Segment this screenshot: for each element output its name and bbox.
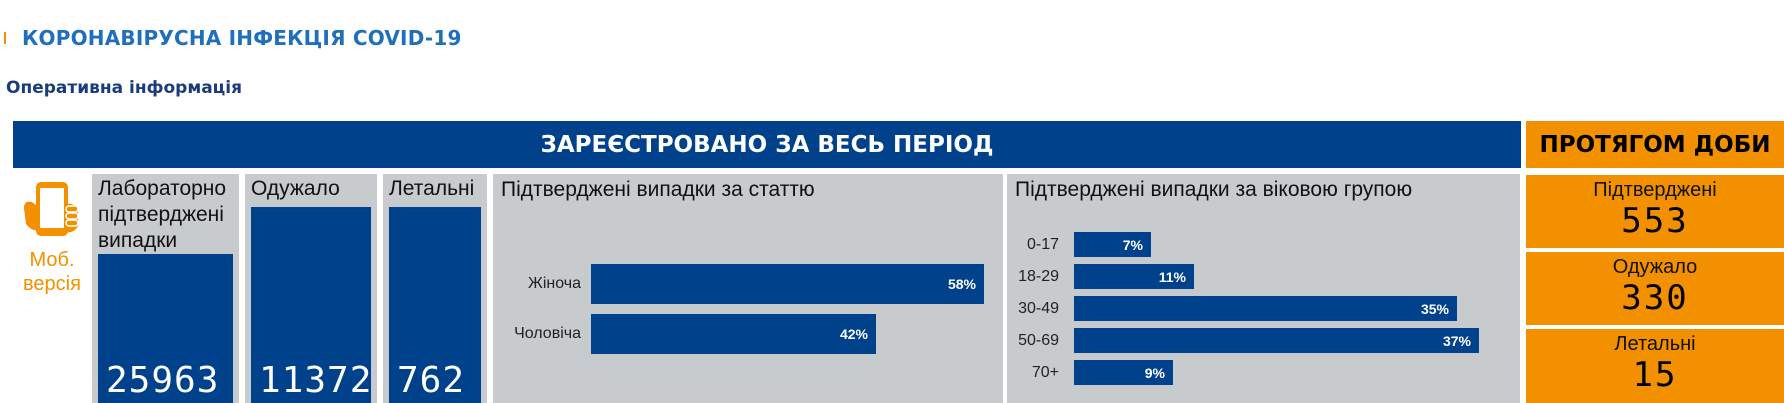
bar: 11% [1074,264,1194,289]
bar-value-label: 58% [947,276,976,292]
gender-chart-title: Підтверджені випадки за статтю [501,178,815,201]
bar-row: 18-29 11% [1007,264,1520,289]
mobile-version-link[interactable]: Моб. версія [14,178,90,308]
bar-category-label: 18-29 [1018,267,1059,285]
gender-chart-panel: Підтверджені випадки за статтю Жіноча 58%… [493,174,1003,403]
total-confirmed-tile: Лабораторно підтверджені випадки 25963 [92,174,239,403]
total-deaths-value: 762 [397,360,466,401]
bar-category-label: 50-69 [1018,331,1059,349]
bar-category-label: 70+ [1031,363,1059,381]
total-confirmed-label: Лабораторно підтверджені випадки [98,177,227,252]
bar-value-label: 35% [1420,300,1449,317]
mobile-label-line2: версія [23,273,81,295]
bar-category-label: Жіноча [528,275,581,292]
smartphone-hand-icon [24,182,79,236]
total-recovered-label: Одужало [251,177,340,200]
total-deaths-bar: 762 [389,207,481,403]
title-accent [4,32,6,44]
daily-confirmed-label: Підтверджені [1593,179,1717,201]
daily-deaths-label: Летальні [1614,333,1696,355]
total-recovered-bar: 11372 [251,207,371,403]
daily-header: ПРОТЯГОМ ДОБИ [1526,121,1784,168]
bar: 7% [1074,232,1151,257]
daily-recovered-label: Одужало [1612,256,1698,278]
bar-value-label: 42% [839,326,868,342]
bar: 9% [1074,360,1173,385]
page-title: КОРОНАВІРУСНА ІНФЕКЦІЯ COVID-19 [22,26,462,50]
bar-value-label: 7% [1122,236,1143,253]
bar: 37% [1074,328,1479,353]
bar-category-label: 0-17 [1026,235,1059,253]
bar-row: Чоловіча 42% [493,314,1003,354]
total-deaths-label: Летальні [389,177,475,200]
bar-row: Жіноча 58% [493,264,1003,304]
bar-category-label: 30-49 [1018,299,1059,317]
bar: 42% [591,314,876,354]
total-deaths-tile: Летальні 762 [383,174,487,403]
bar-row: 50-69 37% [1007,328,1520,353]
daily-deaths-box: Летальні 15 [1526,329,1784,403]
bar-row: 70+ 9% [1007,360,1520,385]
daily-deaths-value: 15 [1632,355,1678,395]
total-recovered-value: 11372 [259,360,373,401]
daily-recovered-value: 330 [1621,278,1689,318]
bar-value-label: 37% [1442,332,1471,349]
total-confirmed-bar: 25963 [98,254,233,403]
bar-row: 30-49 35% [1007,296,1520,321]
bar: 35% [1074,296,1457,321]
bar-value-label: 11% [1158,268,1186,285]
bar-category-label: Чоловіча [514,325,581,342]
total-period-header: ЗАРЕЄСТРОВАНО ЗА ВЕСЬ ПЕРІОД [13,121,1521,168]
daily-confirmed-value: 553 [1621,201,1689,241]
page-subtitle: Оперативна інформація [6,78,243,98]
daily-confirmed-box: Підтверджені 553 [1526,175,1784,248]
mobile-label-line1: Моб. [29,249,75,271]
total-recovered-tile: Одужало 11372 [245,174,377,403]
bar-row: 0-17 7% [1007,232,1520,257]
age-chart-panel: Підтверджені випадки за віковою групою 0… [1007,174,1520,403]
age-chart-title: Підтверджені випадки за віковою групою [1015,178,1413,201]
bar-value-label: 9% [1144,364,1165,381]
total-confirmed-value: 25963 [106,360,220,401]
title-bar: КОРОНАВІРУСНА ІНФЕКЦІЯ COVID-19 [4,26,462,50]
daily-recovered-box: Одужало 330 [1526,252,1784,325]
bar: 58% [591,264,984,304]
